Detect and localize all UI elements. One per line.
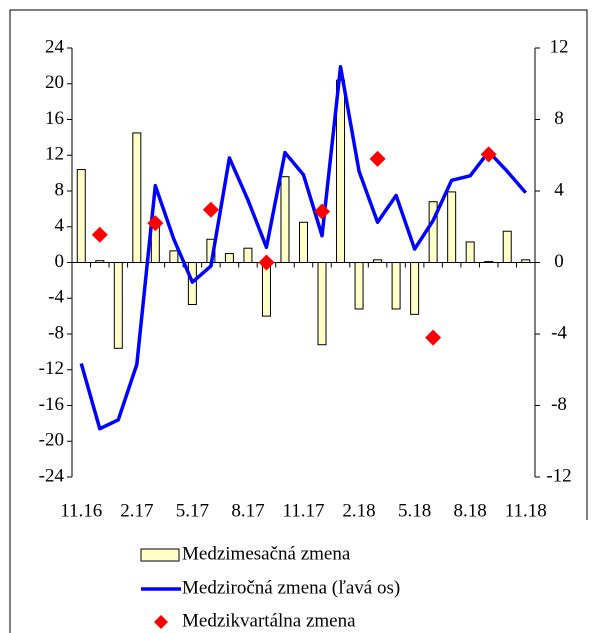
line bbox=[79, 65, 528, 431]
x-tick-label: 2.17 bbox=[120, 500, 153, 521]
legend-label: Medzikvartálna zmena bbox=[182, 610, 356, 631]
y-tick-label: 12 bbox=[45, 144, 64, 165]
bar bbox=[280, 176, 290, 263]
bar bbox=[465, 241, 475, 264]
y-tick-label: 0 bbox=[55, 251, 65, 272]
y2-tick-label: 0 bbox=[554, 251, 564, 272]
y-tick-label: 20 bbox=[45, 72, 64, 93]
bar bbox=[428, 201, 438, 264]
bar bbox=[243, 247, 253, 263]
bar bbox=[169, 250, 179, 264]
marker bbox=[480, 146, 497, 163]
bar bbox=[391, 262, 401, 310]
marker bbox=[314, 203, 331, 220]
x-tick-label: 11.18 bbox=[505, 500, 547, 521]
bar bbox=[502, 230, 512, 263]
marker bbox=[147, 215, 164, 232]
x-tick-label: 5.17 bbox=[176, 500, 209, 521]
y-tick-label: -12 bbox=[39, 358, 64, 379]
bar bbox=[76, 169, 86, 263]
y2-tick-label: 4 bbox=[554, 179, 564, 200]
y-tick-label: -8 bbox=[48, 322, 64, 343]
x-tick-label: 2.18 bbox=[342, 500, 375, 521]
bar bbox=[447, 191, 457, 263]
bar bbox=[410, 262, 420, 315]
marker bbox=[425, 329, 442, 346]
bar bbox=[132, 132, 142, 263]
bar bbox=[373, 259, 383, 264]
bar bbox=[95, 260, 105, 263]
y-tick-label: -20 bbox=[39, 430, 64, 451]
marker bbox=[202, 201, 219, 218]
bar bbox=[113, 262, 123, 349]
y-tick-label: -24 bbox=[39, 465, 65, 486]
bar bbox=[299, 221, 308, 263]
bar bbox=[150, 225, 160, 263]
x-tick-label: 11.17 bbox=[282, 500, 324, 521]
y2-tick-label: -4 bbox=[551, 322, 567, 343]
y2-tick-label: 8 bbox=[554, 108, 564, 129]
frame bbox=[9, 9, 588, 633]
bar bbox=[261, 262, 271, 317]
marker bbox=[369, 150, 386, 167]
legend-swatch bbox=[140, 548, 180, 562]
bar bbox=[484, 261, 494, 264]
bar bbox=[224, 253, 234, 263]
x-tick-label: 8.17 bbox=[231, 500, 264, 521]
legend-swatch bbox=[154, 615, 168, 629]
y-tick-label: -4 bbox=[48, 287, 64, 308]
bar bbox=[521, 259, 531, 264]
legend-label: Medzimesačná zmena bbox=[182, 543, 351, 564]
y-tick-label: 24 bbox=[45, 36, 65, 57]
x-tick-label: 11.16 bbox=[60, 500, 102, 521]
bar bbox=[317, 262, 327, 346]
y2-tick-label: 12 bbox=[550, 36, 569, 57]
y-tick-label: 4 bbox=[55, 215, 65, 236]
y2-tick-label: -8 bbox=[551, 394, 567, 415]
x-tick-label: 8.18 bbox=[454, 500, 487, 521]
x-tick-label: 5.18 bbox=[398, 500, 431, 521]
y-tick-label: 16 bbox=[45, 108, 64, 129]
marker bbox=[258, 254, 275, 271]
y-tick-label: -16 bbox=[39, 394, 64, 415]
y-tick-label: 8 bbox=[55, 179, 65, 200]
legend-label: Medziročná zmena (ľavá os) bbox=[182, 577, 400, 598]
bar bbox=[354, 262, 364, 310]
marker bbox=[91, 226, 108, 243]
y2-tick-label: -12 bbox=[546, 465, 571, 486]
